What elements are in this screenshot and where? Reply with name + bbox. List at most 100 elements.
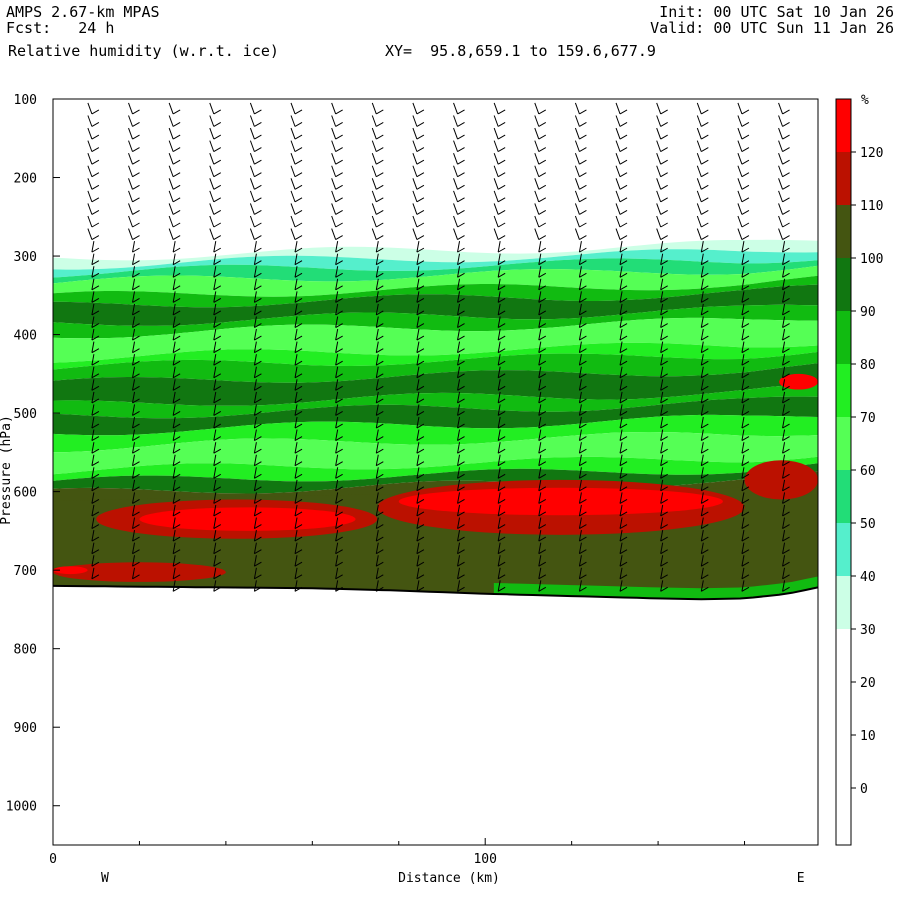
wind-barb-shaft xyxy=(213,303,217,316)
wind-barb-shaft xyxy=(700,253,704,265)
wind-barb-flag xyxy=(741,122,750,127)
wind-barb-flag xyxy=(579,486,587,492)
wind-barb-shaft xyxy=(497,442,501,454)
wind-barb-shaft xyxy=(737,190,743,203)
field-name: Relative humidity (w.r.t. ice) xyxy=(8,42,279,60)
wind-barb-shaft xyxy=(331,203,337,215)
wind-barb-shaft xyxy=(412,153,418,165)
wind-barb-shaft xyxy=(132,416,136,429)
wind-barb-flag xyxy=(741,147,750,153)
wind-barb-flag xyxy=(701,473,709,479)
wind-barb-shaft xyxy=(497,454,501,466)
wind-barb-flag xyxy=(91,348,100,354)
rh-band xyxy=(53,317,818,363)
wind-barb-shaft xyxy=(416,467,420,479)
wind-barb-shaft xyxy=(335,278,339,290)
wind-barb-flag xyxy=(416,235,425,240)
wind-barb-flag xyxy=(254,574,262,580)
wind-barb-flag xyxy=(457,574,465,580)
wind-barb-flag xyxy=(579,134,587,140)
wind-barb-flag xyxy=(416,385,425,391)
wind-barb-flag xyxy=(619,561,628,567)
wind-barb-flag xyxy=(782,172,790,178)
rh-band xyxy=(53,396,818,436)
colorbar-level: 0 xyxy=(860,782,868,797)
wind-barb-flag xyxy=(579,122,587,127)
wind-barb-shaft xyxy=(91,429,95,441)
wind-barb-shaft xyxy=(619,366,623,378)
wind-barb-shaft xyxy=(253,517,257,529)
wind-barb-shaft xyxy=(331,190,337,203)
wind-barb-shaft xyxy=(249,178,255,190)
wind-barb-flag xyxy=(213,222,222,228)
wind-barb-flag xyxy=(335,549,343,555)
wind-barb-shaft xyxy=(253,580,257,592)
wind-barb-flag xyxy=(376,109,384,115)
wind-barb-shaft xyxy=(619,391,623,403)
wind-barb-shaft xyxy=(412,178,418,190)
wind-barb-flag xyxy=(213,109,222,115)
wind-barb-shaft xyxy=(578,542,582,554)
wind-barb-flag xyxy=(254,159,262,165)
wind-barb-flag xyxy=(660,549,668,555)
wind-barb-flag xyxy=(457,172,465,178)
wind-barb-flag xyxy=(497,260,506,266)
wind-barb-shaft xyxy=(453,127,459,140)
wind-barb-flag xyxy=(538,209,547,215)
wind-barb-shaft xyxy=(132,479,136,491)
wind-barb-shaft xyxy=(696,153,702,165)
wind-barb-flag xyxy=(579,524,587,529)
wind-barb-shaft xyxy=(172,316,176,328)
wind-barb-shaft xyxy=(741,442,745,454)
wind-barb-flag xyxy=(457,398,465,404)
wind-barb-flag xyxy=(538,398,547,404)
wind-barb-shaft xyxy=(249,127,255,140)
wind-barb-shaft xyxy=(741,328,745,341)
wind-barb-flag xyxy=(213,122,222,127)
wind-barb-flag xyxy=(457,285,465,291)
wind-barb-flag xyxy=(457,134,465,140)
wind-barb-shaft xyxy=(741,341,745,353)
wind-barb-flag xyxy=(782,235,790,240)
wind-barb-flag xyxy=(172,398,181,404)
wind-barb-shaft xyxy=(294,442,298,454)
wind-barb-shaft xyxy=(700,580,704,592)
wind-barb-shaft xyxy=(578,366,582,378)
wind-barb-flag xyxy=(782,323,790,328)
wind-barb-shaft xyxy=(290,203,296,215)
wind-barb-shaft xyxy=(696,115,702,127)
wind-barb-flag xyxy=(782,411,790,416)
wind-barb-flag xyxy=(416,159,425,165)
wind-barb-shaft xyxy=(574,127,580,140)
wind-barb-flag xyxy=(213,235,222,240)
wind-barb-shaft xyxy=(534,215,540,228)
wind-barb-shaft xyxy=(416,278,420,290)
wind-barb-flag xyxy=(579,235,587,240)
wind-barb-shaft xyxy=(132,253,136,265)
wind-barb-flag xyxy=(172,498,181,504)
wind-barbs xyxy=(87,102,790,592)
wind-barb-shaft xyxy=(87,140,93,152)
wind-barb-shaft xyxy=(700,266,704,278)
wind-barb-shaft xyxy=(331,165,337,177)
wind-barb-shaft xyxy=(213,278,217,290)
wind-barb-flag xyxy=(132,461,140,467)
wind-barb-flag xyxy=(660,461,668,467)
wind-barb-shaft xyxy=(741,454,745,466)
wind-barb-shaft xyxy=(294,542,298,554)
wind-barb-flag xyxy=(172,323,181,328)
wind-barb-flag xyxy=(416,486,425,492)
wind-barb-shaft xyxy=(497,580,501,592)
init-time: Init: 00 UTC Sat 10 Jan 26 xyxy=(659,3,894,21)
wind-barb-shaft xyxy=(294,291,298,303)
wind-barb-shaft xyxy=(534,140,540,152)
wind-barb-flag xyxy=(701,536,709,542)
wind-barb-shaft xyxy=(168,102,174,115)
wind-barb-shaft xyxy=(371,178,377,190)
wind-barb-flag xyxy=(335,285,343,291)
wind-barb-shaft xyxy=(294,416,298,429)
wind-barb-flag xyxy=(132,335,140,341)
wind-barb-flag xyxy=(294,285,303,291)
colorbar-swatch xyxy=(836,735,851,788)
wind-barb-flag xyxy=(660,209,668,215)
